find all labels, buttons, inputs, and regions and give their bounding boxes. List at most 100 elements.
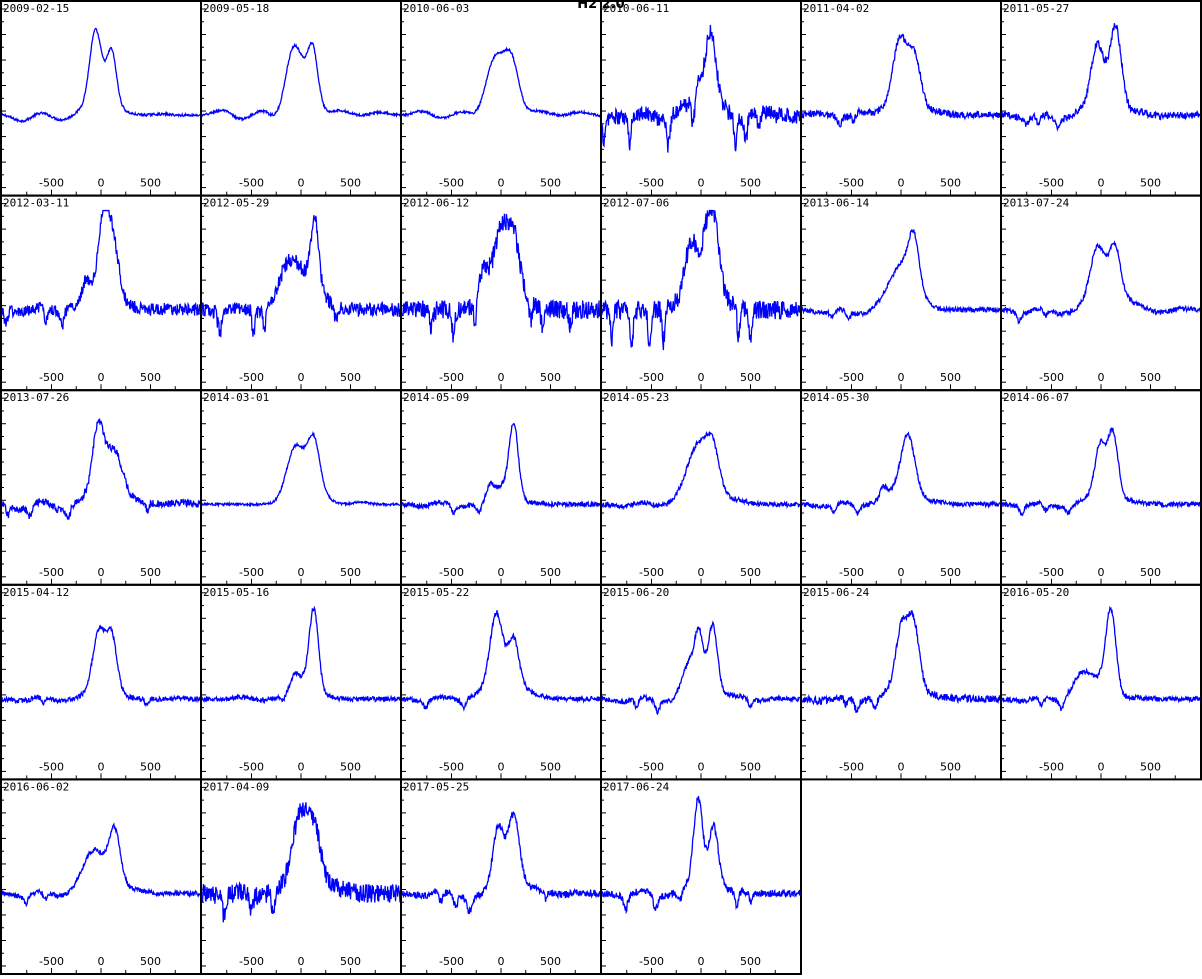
x-tick-label: 0: [498, 566, 505, 579]
spectrum-panel: -500 0 500 2017-05-25: [400, 778, 602, 976]
panel-date-label: 2012-06-12: [403, 197, 469, 210]
spectrum-panel: -500 0 500 2015-05-16: [200, 583, 402, 781]
spectrum-line: [401, 810, 601, 915]
x-tick-label: 500: [740, 760, 761, 773]
x-tick-label: -500: [239, 955, 264, 968]
x-tick-label: 0: [1098, 566, 1105, 579]
spectrum-panel: -500 0 500 2014-03-01: [200, 389, 402, 586]
x-tick-label: 500: [1140, 177, 1161, 190]
x-tick-label: 500: [940, 760, 961, 773]
x-tick-label: -500: [439, 177, 464, 190]
x-tick-label: 500: [1140, 371, 1161, 384]
spectrum-line: [1001, 240, 1201, 325]
panel-frame: [600, 389, 802, 586]
x-tick-label: 500: [340, 177, 361, 190]
spectrum-line: [201, 802, 401, 923]
x-tick-label: -500: [39, 371, 64, 384]
panel-frame: [600, 0, 802, 197]
x-tick-label: 500: [740, 955, 761, 968]
spectrum-panel: -500 0 500 2012-06-12: [400, 194, 602, 392]
spectrum-line: [1, 624, 201, 708]
x-tick-label: 0: [698, 955, 705, 968]
x-tick-label: 0: [898, 760, 905, 773]
panel-date-label: 2017-05-25: [403, 780, 469, 793]
x-tick-label: -500: [1039, 760, 1064, 773]
panel-date-label: 2014-05-09: [403, 391, 469, 404]
panel-frame: [0, 0, 202, 197]
panel-frame: [1000, 583, 1202, 781]
spectrum-line: [601, 24, 801, 153]
spectrum-line: [601, 795, 801, 915]
panel-frame: [800, 194, 1002, 392]
x-tick-label: 500: [1140, 566, 1161, 579]
x-tick-label: 0: [698, 760, 705, 773]
panel-date-label: 2012-03-11: [3, 197, 69, 210]
panel-frame: [600, 778, 802, 976]
panel-date-label: 2015-04-12: [3, 586, 69, 599]
spectrum-line: [401, 422, 601, 516]
x-tick-label: -500: [39, 566, 64, 579]
panel-frame: [1000, 194, 1202, 392]
x-tick-label: 500: [140, 177, 161, 190]
panel-date-label: 2013-07-24: [1003, 197, 1070, 210]
x-tick-label: 0: [898, 566, 905, 579]
x-tick-label: -500: [439, 760, 464, 773]
panel-date-label: 2012-07-06: [603, 197, 669, 210]
spectrum-line: [1001, 427, 1201, 517]
spectrum-panel: -500 0 500 2016-06-02: [0, 778, 202, 976]
panel-date-label: 2014-03-01: [203, 391, 269, 404]
x-tick-label: 500: [540, 760, 561, 773]
panel-frame: [200, 194, 402, 392]
x-tick-label: 0: [898, 371, 905, 384]
spectrum-panel: -500 0 500 2016-05-20: [1000, 583, 1202, 781]
panel-frame: [0, 389, 202, 586]
spectrum-panel: -500 0 500 2013-07-24: [1000, 194, 1202, 392]
panel-frame: [800, 583, 1002, 781]
spectrum-panel: -500 0 500 2015-05-22: [400, 583, 602, 781]
spectrum-line: [801, 33, 1001, 128]
panel-date-label: 2013-06-14: [803, 197, 870, 210]
spectrum-panel: -500 0 500 2014-05-30: [800, 389, 1002, 586]
spectrum-line: [201, 605, 401, 705]
x-tick-label: -500: [639, 371, 664, 384]
x-tick-label: 500: [540, 566, 561, 579]
spectrum-panel: -500 0 500 2009-02-15: [0, 0, 202, 197]
x-tick-label: -500: [639, 177, 664, 190]
spectrum-line: [1, 822, 201, 908]
x-tick-label: 0: [698, 371, 705, 384]
panel-frame: [400, 0, 602, 197]
spectrum-panel: -500 0 500 2011-04-02: [800, 0, 1002, 197]
panel-date-label: 2017-06-24: [603, 780, 670, 793]
x-tick-label: 0: [498, 371, 505, 384]
panel-frame: [600, 194, 802, 392]
x-tick-label: 0: [498, 177, 505, 190]
panel-date-label: 2015-06-24: [803, 586, 870, 599]
spectrum-panel: -500 0 500 2014-06-07: [1000, 389, 1202, 586]
spectrum-panel: -500 0 500 2015-06-20: [600, 583, 802, 781]
spectrum-line: [801, 229, 1001, 322]
x-tick-label: -500: [439, 566, 464, 579]
panel-date-label: 2015-06-20: [603, 586, 669, 599]
x-tick-label: -500: [239, 177, 264, 190]
panel-frame: [400, 778, 602, 976]
spectrum-panel: -500 0 500 2014-05-23: [600, 389, 802, 586]
x-tick-label: -500: [839, 760, 864, 773]
spectrum-panel: -500 0 500 2013-07-26: [0, 389, 202, 586]
spectrum-line: [401, 46, 601, 120]
panel-date-label: 2012-05-29: [203, 197, 269, 210]
x-tick-label: 500: [740, 566, 761, 579]
spectrum-line: [1, 27, 201, 124]
spectrum-line: [401, 610, 601, 712]
panel-date-label: 2014-05-23: [603, 391, 669, 404]
spectrum-panel: -500 0 500 2015-06-24: [800, 583, 1002, 781]
x-tick-label: 500: [940, 177, 961, 190]
panel-date-label: 2016-05-20: [1003, 586, 1069, 599]
spectrum-line: [1, 418, 201, 520]
x-tick-label: 500: [940, 371, 961, 384]
x-tick-label: -500: [239, 371, 264, 384]
panel-frame: [800, 389, 1002, 586]
spectrum-panel: -500 0 500 2017-04-09: [200, 778, 402, 976]
spectrum-line: [201, 41, 401, 123]
x-tick-label: 0: [898, 177, 905, 190]
